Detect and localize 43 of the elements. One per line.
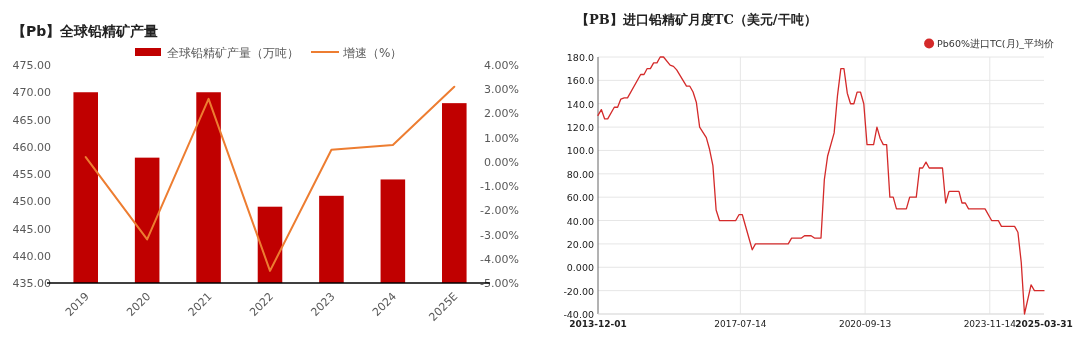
x-tick-label: 2025-03-31 (1015, 319, 1073, 329)
y-tick-label: 440.00 (12, 249, 51, 263)
legend-label: 增速（%） (342, 46, 403, 60)
chart-title: 【PB】进口铅精矿月度TC（美元/干吨） (576, 12, 817, 27)
y2-tick-label: 1.00% (484, 131, 519, 145)
y-tick-label: 20.00 (566, 238, 594, 250)
y2-tick-label: -5.00% (480, 277, 519, 290)
y-tick-label: 180.0 (566, 52, 594, 63)
y-tick-label: -40.00 (563, 309, 594, 320)
y2-tick-label: 3.00% (484, 83, 519, 97)
y2-tick-label: 4.00% (484, 59, 519, 72)
line-series (84, 85, 456, 272)
y2-tick-label: -1.00% (480, 180, 519, 194)
y-tick-label: 40.00 (566, 215, 594, 227)
y2-tick-label: -3.00% (480, 228, 519, 242)
legend-label: Pb60%进口TC(月)_平均价 (937, 38, 1054, 49)
y-tick-label: 120.0 (566, 122, 594, 134)
line-series (597, 56, 1045, 315)
x-tick-label: 2023-11-14 (963, 319, 1017, 329)
y-tick-label: 470.00 (12, 86, 51, 100)
y-tick-label: 80.00 (566, 168, 594, 180)
y2-tick-label: -2.00% (480, 204, 519, 218)
legend-label: 全球铅精矿产量（万吨） (167, 46, 299, 60)
x-tick-label: 2013-12-01 (569, 319, 627, 329)
y-tick-label: 140.0 (566, 98, 594, 110)
y-tick-label: 100.0 (566, 145, 594, 157)
y2-tick-label: 2.00% (484, 107, 519, 121)
x-tick-label: 2017-07-14 (714, 319, 767, 329)
y-tick-label: 460.00 (12, 140, 51, 154)
y-tick-label: 0.000 (566, 262, 594, 274)
y-tick-label: 445.00 (12, 222, 51, 236)
y-tick-label: 450.00 (12, 195, 51, 209)
y-tick-label: 475.00 (12, 59, 51, 72)
y-tick-label: 160.0 (566, 75, 594, 87)
y-tick-label: 455.00 (12, 168, 51, 181)
y2-tick-label: 0.00% (484, 155, 519, 169)
y-tick-label: 60.00 (566, 192, 594, 204)
y-tick-label: 435.00 (12, 277, 51, 290)
y-tick-label: -20.00 (563, 285, 594, 297)
y-tick-label: 465.00 (12, 113, 51, 127)
x-tick-label: 2020-09-13 (838, 319, 892, 329)
y2-tick-label: -4.00% (480, 252, 519, 266)
chart-title: 【Pb】全球铅精矿产量 (12, 23, 159, 39)
